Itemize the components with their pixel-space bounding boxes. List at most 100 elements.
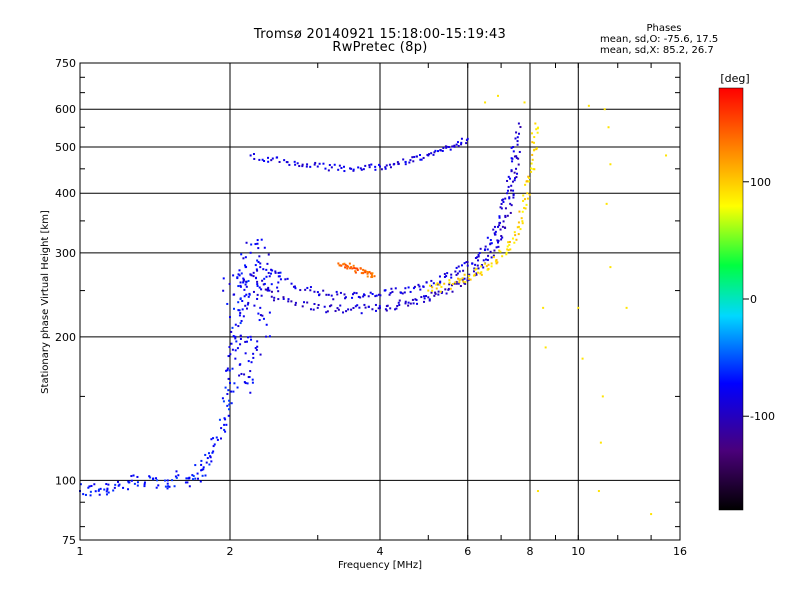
y-axis-title: Stationary phase Virtual Height [km] [40, 210, 51, 394]
data-point [155, 486, 158, 489]
data-point [173, 485, 176, 488]
data-point [425, 281, 428, 284]
data-point [420, 296, 423, 299]
data-point [450, 273, 453, 276]
data-point [293, 160, 296, 163]
data-point [143, 483, 146, 486]
data-point [455, 273, 458, 276]
data-point [475, 267, 478, 270]
data-point [294, 301, 297, 304]
data-point [339, 304, 342, 307]
data-point [525, 203, 528, 206]
data-point [431, 286, 434, 289]
data-point [194, 477, 197, 480]
data-point [306, 163, 309, 166]
data-point [354, 271, 357, 274]
data-point [265, 335, 268, 338]
data-point [265, 323, 268, 326]
data-point [503, 226, 506, 229]
data-point [287, 298, 290, 301]
data-point [152, 477, 155, 480]
data-point [259, 262, 262, 265]
data-point [89, 490, 92, 493]
data-point [501, 236, 504, 239]
data-point [394, 308, 397, 311]
data-point [516, 226, 519, 229]
data-point [509, 211, 512, 214]
data-point [353, 291, 356, 294]
data-point [430, 279, 433, 282]
data-point [528, 193, 531, 196]
data-point [227, 414, 230, 417]
data-point [352, 169, 355, 172]
data-point [496, 239, 499, 242]
data-point [350, 308, 353, 311]
data-point [252, 290, 255, 293]
data-point [388, 163, 391, 166]
data-point [467, 278, 470, 281]
data-point [256, 239, 259, 242]
data-point [317, 303, 320, 306]
data-point [437, 150, 440, 153]
data-point [239, 297, 242, 300]
data-point [537, 126, 540, 129]
data-point [495, 259, 498, 262]
data-point [605, 202, 608, 205]
data-point [371, 308, 374, 311]
data-point [226, 393, 229, 396]
data-point [498, 216, 501, 219]
data-point [249, 391, 252, 394]
data-point [437, 293, 440, 296]
data-point [218, 418, 221, 421]
data-point [242, 281, 245, 284]
data-point [229, 316, 231, 319]
data-point [497, 239, 500, 242]
data-point [463, 282, 466, 285]
data-point [533, 168, 536, 171]
data-point [340, 166, 343, 169]
data-point [277, 271, 280, 274]
data-point [397, 301, 400, 304]
data-point [500, 202, 503, 205]
data-point [232, 293, 235, 296]
data-point [349, 267, 352, 270]
data-point [514, 234, 517, 237]
data-point [252, 271, 255, 274]
data-point [263, 282, 266, 285]
data-point [418, 154, 421, 157]
data-point [231, 326, 234, 329]
data-point [258, 255, 261, 258]
data-point [201, 474, 204, 477]
data-point [581, 357, 584, 360]
data-point [244, 264, 247, 267]
y-tick-label: 300 [55, 247, 76, 260]
data-point [127, 481, 130, 484]
data-point [318, 162, 321, 165]
data-point [244, 382, 247, 385]
data-points [79, 94, 668, 516]
data-point [354, 267, 357, 270]
data-point [248, 293, 251, 296]
data-point [228, 346, 231, 349]
data-point [521, 210, 524, 213]
data-point [460, 137, 463, 140]
data-point [507, 249, 510, 252]
data-point [250, 274, 253, 277]
data-point [335, 290, 338, 293]
data-point [492, 256, 495, 259]
data-point [390, 287, 393, 290]
data-point [301, 163, 304, 166]
data-point [287, 300, 290, 303]
data-point [222, 400, 225, 403]
data-point [479, 247, 482, 250]
data-point [515, 176, 518, 179]
data-point [328, 305, 331, 308]
data-point [344, 263, 347, 266]
data-point [517, 221, 520, 224]
data-point [518, 210, 521, 213]
data-point [266, 262, 269, 265]
data-point [282, 296, 285, 299]
data-point [212, 445, 215, 448]
data-point [443, 272, 446, 275]
data-point [245, 285, 248, 288]
